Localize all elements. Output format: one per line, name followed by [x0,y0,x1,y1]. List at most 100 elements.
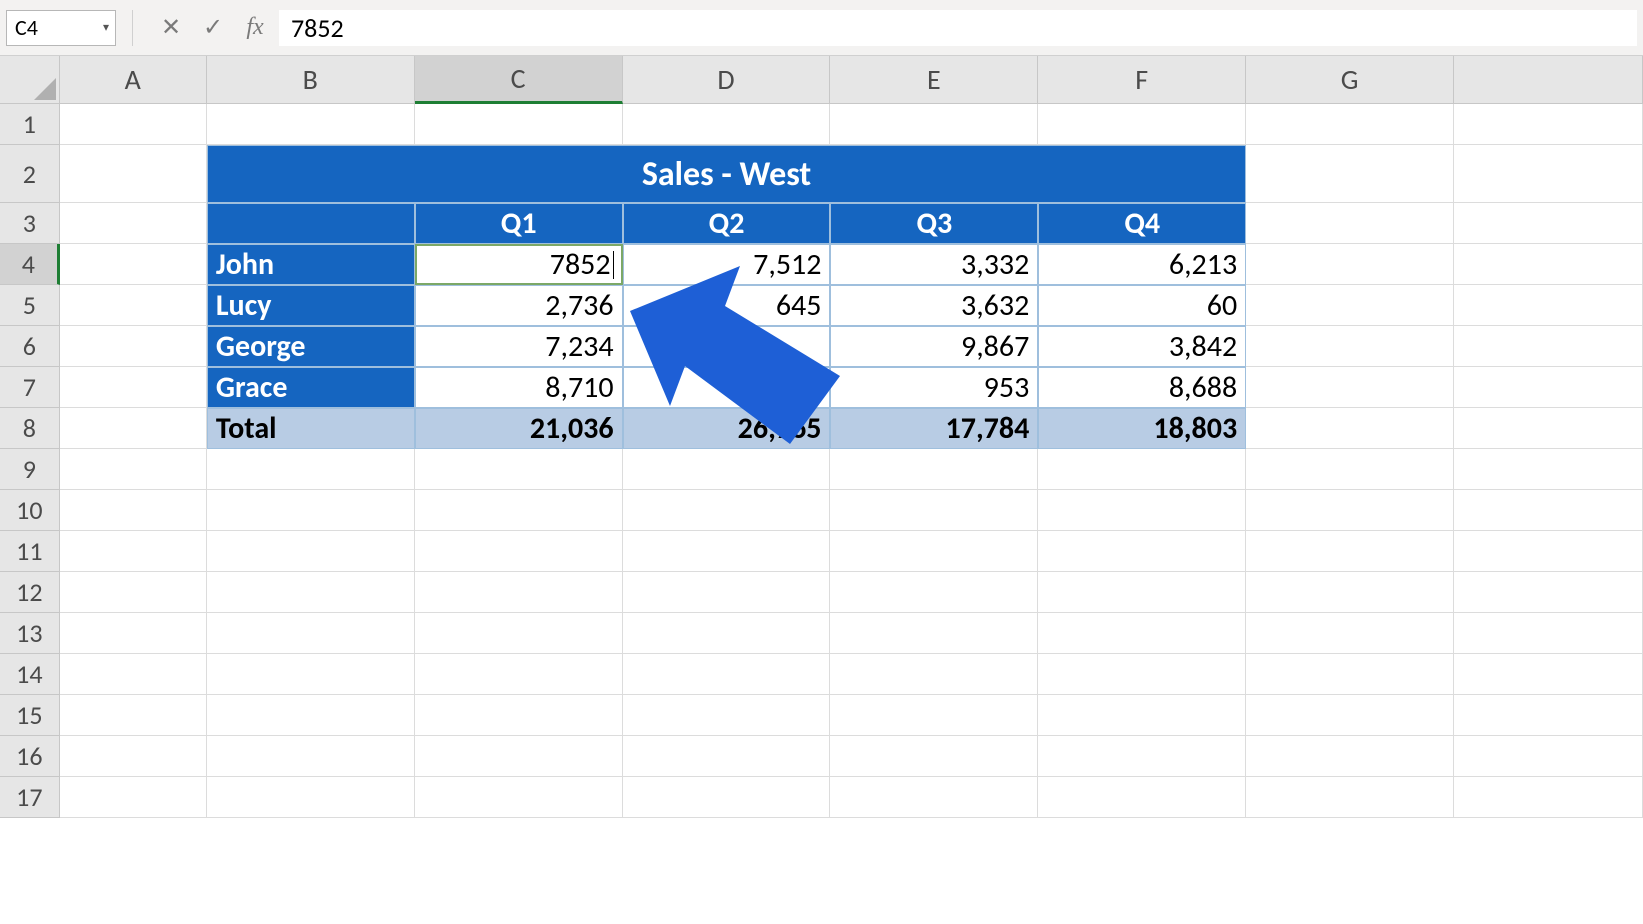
cell[interactable] [1246,531,1454,572]
row-header[interactable]: 13 [0,613,60,654]
cell[interactable] [1454,244,1643,285]
table-total-label[interactable]: Total [207,408,415,449]
cell[interactable] [60,572,207,613]
cell[interactable] [60,326,207,367]
table-value[interactable]: 8,710 [415,367,623,408]
cell[interactable] [415,654,623,695]
cell[interactable] [60,449,207,490]
name-box[interactable]: C4 ▾ [6,10,116,46]
col-header-E[interactable]: E [830,56,1038,104]
cell[interactable] [415,449,623,490]
cell[interactable] [1038,695,1246,736]
cell[interactable] [207,531,415,572]
formula-input[interactable]: 7852 [279,10,1637,46]
row-header[interactable]: 14 [0,654,60,695]
cell[interactable] [60,145,207,203]
table-value[interactable]: 3,632 [830,285,1038,326]
cell[interactable] [60,104,207,145]
cell[interactable] [1454,777,1643,818]
cell[interactable] [830,490,1038,531]
cell[interactable] [60,695,207,736]
table-row-name[interactable]: Lucy [207,285,415,326]
cell[interactable] [207,695,415,736]
table-value[interactable]: 60 [1038,285,1246,326]
table-total-value[interactable]: 18,803 [1038,408,1246,449]
cell[interactable] [623,736,831,777]
cell[interactable] [1246,285,1454,326]
cell[interactable] [1454,326,1643,367]
table-row-name[interactable]: John [207,244,415,285]
table-value[interactable]: 7,512 [623,244,831,285]
col-header-G[interactable]: G [1246,56,1454,104]
cell[interactable] [1454,613,1643,654]
cell[interactable] [1246,736,1454,777]
cell[interactable] [1246,777,1454,818]
cell[interactable] [60,244,207,285]
table-value[interactable]: 645 [623,285,831,326]
cell[interactable] [207,572,415,613]
cell[interactable] [1246,104,1454,145]
cell[interactable] [60,408,207,449]
table-total-value[interactable]: 26,765 [623,408,831,449]
table-value[interactable]: 3,842 [1038,326,1246,367]
cell[interactable] [830,449,1038,490]
table-value[interactable]: 953 [830,367,1038,408]
table-value[interactable]: 6,213 [1038,244,1246,285]
cell[interactable] [207,490,415,531]
cell[interactable] [623,449,831,490]
cell[interactable] [1246,367,1454,408]
table-col-header[interactable]: Q3 [830,203,1038,244]
cell[interactable] [1246,145,1454,203]
row-header[interactable]: 17 [0,777,60,818]
cell[interactable] [1454,695,1643,736]
cell[interactable] [207,104,415,145]
cell[interactable] [1246,613,1454,654]
cell[interactable] [1454,654,1643,695]
cell[interactable] [60,285,207,326]
select-all-corner[interactable] [0,56,60,104]
row-header[interactable]: 8 [0,408,60,449]
name-box-dropdown-icon[interactable]: ▾ [103,20,109,35]
table-value[interactable]: 9,867 [830,326,1038,367]
cell[interactable] [1246,654,1454,695]
row-header[interactable]: 12 [0,572,60,613]
cell[interactable] [623,572,831,613]
cell[interactable] [207,654,415,695]
table-value[interactable] [623,326,831,367]
cell[interactable] [207,613,415,654]
table-col-header[interactable]: Q2 [623,203,831,244]
cell[interactable] [623,531,831,572]
cell[interactable] [415,736,623,777]
cell[interactable] [623,490,831,531]
cell[interactable] [1038,531,1246,572]
cell[interactable] [623,613,831,654]
cell[interactable] [830,613,1038,654]
insert-function-button[interactable]: fx [237,10,273,46]
table-total-value[interactable]: 21,036 [415,408,623,449]
active-cell[interactable]: 7852 [415,244,623,285]
col-header-B[interactable]: B [207,56,415,104]
row-header[interactable]: 15 [0,695,60,736]
row-header[interactable]: 3 [0,203,60,244]
table-value[interactable]: 3,332 [830,244,1038,285]
cell[interactable] [1038,613,1246,654]
cell[interactable] [1246,695,1454,736]
cell[interactable] [1246,326,1454,367]
cell[interactable] [1246,203,1454,244]
col-header-F[interactable]: F [1038,56,1246,104]
cell[interactable] [1454,449,1643,490]
cell[interactable] [60,777,207,818]
table-row-name[interactable]: Grace [207,367,415,408]
cell[interactable] [830,695,1038,736]
cell[interactable] [1454,367,1643,408]
table-value[interactable]: 8,688 [1038,367,1246,408]
cancel-button[interactable]: ✕ [153,10,189,46]
cell[interactable] [1038,104,1246,145]
cell[interactable] [1454,285,1643,326]
cell[interactable] [1246,408,1454,449]
cell[interactable] [1454,490,1643,531]
cell[interactable] [1246,449,1454,490]
cell[interactable] [1038,654,1246,695]
col-header-A[interactable]: A [60,56,207,104]
accept-button[interactable]: ✓ [195,10,231,46]
